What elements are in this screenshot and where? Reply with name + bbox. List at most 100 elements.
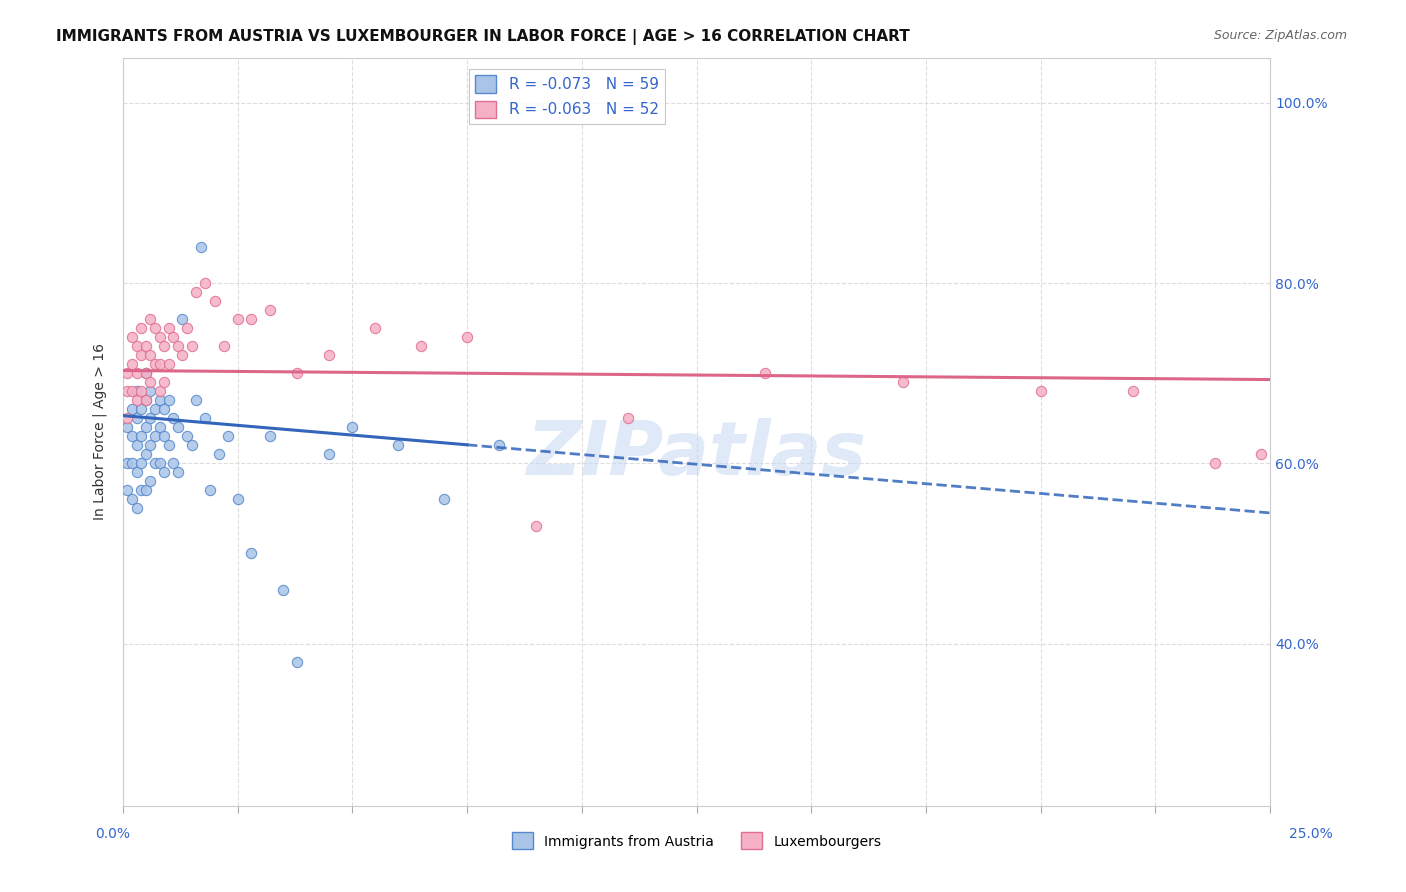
Point: [117, 411, 139, 425]
Point: [117, 420, 139, 434]
Point: [139, 475, 162, 489]
Point: [148, 420, 170, 434]
Point: [891, 376, 914, 390]
Point: [148, 384, 170, 399]
Point: [259, 429, 281, 443]
Point: [135, 366, 157, 380]
Point: [1122, 384, 1144, 399]
Point: [148, 393, 170, 408]
Point: [226, 492, 249, 507]
Point: [285, 655, 308, 669]
Point: [1029, 384, 1052, 399]
Point: [433, 492, 456, 507]
Point: [186, 285, 208, 300]
Point: [117, 483, 139, 498]
Point: [148, 456, 170, 470]
Point: [208, 447, 231, 461]
Point: [135, 483, 157, 498]
Point: [125, 411, 148, 425]
Point: [121, 456, 143, 470]
Point: [157, 393, 180, 408]
Legend: R = -0.073   N = 59, R = -0.063   N = 52: R = -0.073 N = 59, R = -0.063 N = 52: [470, 70, 665, 124]
Point: [488, 438, 510, 452]
Point: [121, 492, 143, 507]
Point: [121, 402, 143, 417]
Point: [143, 321, 166, 335]
Point: [217, 429, 239, 443]
Point: [125, 501, 148, 516]
Point: [204, 294, 226, 309]
Point: [194, 276, 217, 290]
Point: [524, 519, 547, 533]
Point: [387, 438, 409, 452]
Point: [143, 357, 166, 371]
Point: [180, 339, 202, 353]
Point: [139, 312, 162, 326]
Point: [125, 466, 148, 480]
Point: [162, 456, 184, 470]
Point: [125, 366, 148, 380]
Point: [172, 348, 194, 362]
Point: [240, 312, 263, 326]
Point: [121, 429, 143, 443]
Point: [226, 312, 249, 326]
Point: [117, 384, 139, 399]
Point: [616, 411, 638, 425]
Point: [212, 339, 235, 353]
Point: [176, 321, 198, 335]
Text: 0.0%: 0.0%: [96, 828, 131, 841]
Text: ZIPatlas: ZIPatlas: [526, 417, 866, 491]
Point: [153, 402, 176, 417]
Point: [135, 393, 157, 408]
Point: [121, 384, 143, 399]
Point: [186, 393, 208, 408]
Point: [342, 420, 364, 434]
Point: [176, 429, 198, 443]
Point: [273, 582, 295, 597]
Point: [135, 393, 157, 408]
Text: Source: ZipAtlas.com: Source: ZipAtlas.com: [1213, 29, 1347, 42]
Point: [172, 312, 194, 326]
Point: [129, 456, 152, 470]
Point: [157, 438, 180, 452]
Point: [190, 240, 212, 254]
Point: [143, 456, 166, 470]
Point: [125, 339, 148, 353]
Point: [167, 339, 190, 353]
Point: [162, 330, 184, 344]
Point: [148, 330, 170, 344]
Point: [167, 466, 190, 480]
Point: [240, 547, 263, 561]
Point: [153, 339, 176, 353]
Point: [143, 402, 166, 417]
Point: [139, 438, 162, 452]
Point: [129, 348, 152, 362]
Point: [135, 447, 157, 461]
Point: [180, 438, 202, 452]
Point: [148, 357, 170, 371]
Point: [167, 420, 190, 434]
Text: IMMIGRANTS FROM AUSTRIA VS LUXEMBOURGER IN LABOR FORCE | AGE > 16 CORRELATION CH: IMMIGRANTS FROM AUSTRIA VS LUXEMBOURGER …: [56, 29, 910, 45]
Point: [121, 357, 143, 371]
Point: [1204, 456, 1226, 470]
Point: [1250, 447, 1272, 461]
Point: [153, 429, 176, 443]
Point: [153, 376, 176, 390]
Point: [139, 348, 162, 362]
Point: [129, 402, 152, 417]
Point: [129, 483, 152, 498]
Point: [143, 429, 166, 443]
Text: 25.0%: 25.0%: [1289, 828, 1333, 841]
Point: [194, 411, 217, 425]
Point: [117, 456, 139, 470]
Point: [411, 339, 433, 353]
Y-axis label: In Labor Force | Age > 16: In Labor Force | Age > 16: [93, 343, 107, 520]
Point: [139, 411, 162, 425]
Point: [117, 366, 139, 380]
Point: [125, 393, 148, 408]
Point: [162, 411, 184, 425]
Point: [285, 366, 308, 380]
Point: [318, 348, 340, 362]
Point: [129, 321, 152, 335]
Point: [129, 429, 152, 443]
